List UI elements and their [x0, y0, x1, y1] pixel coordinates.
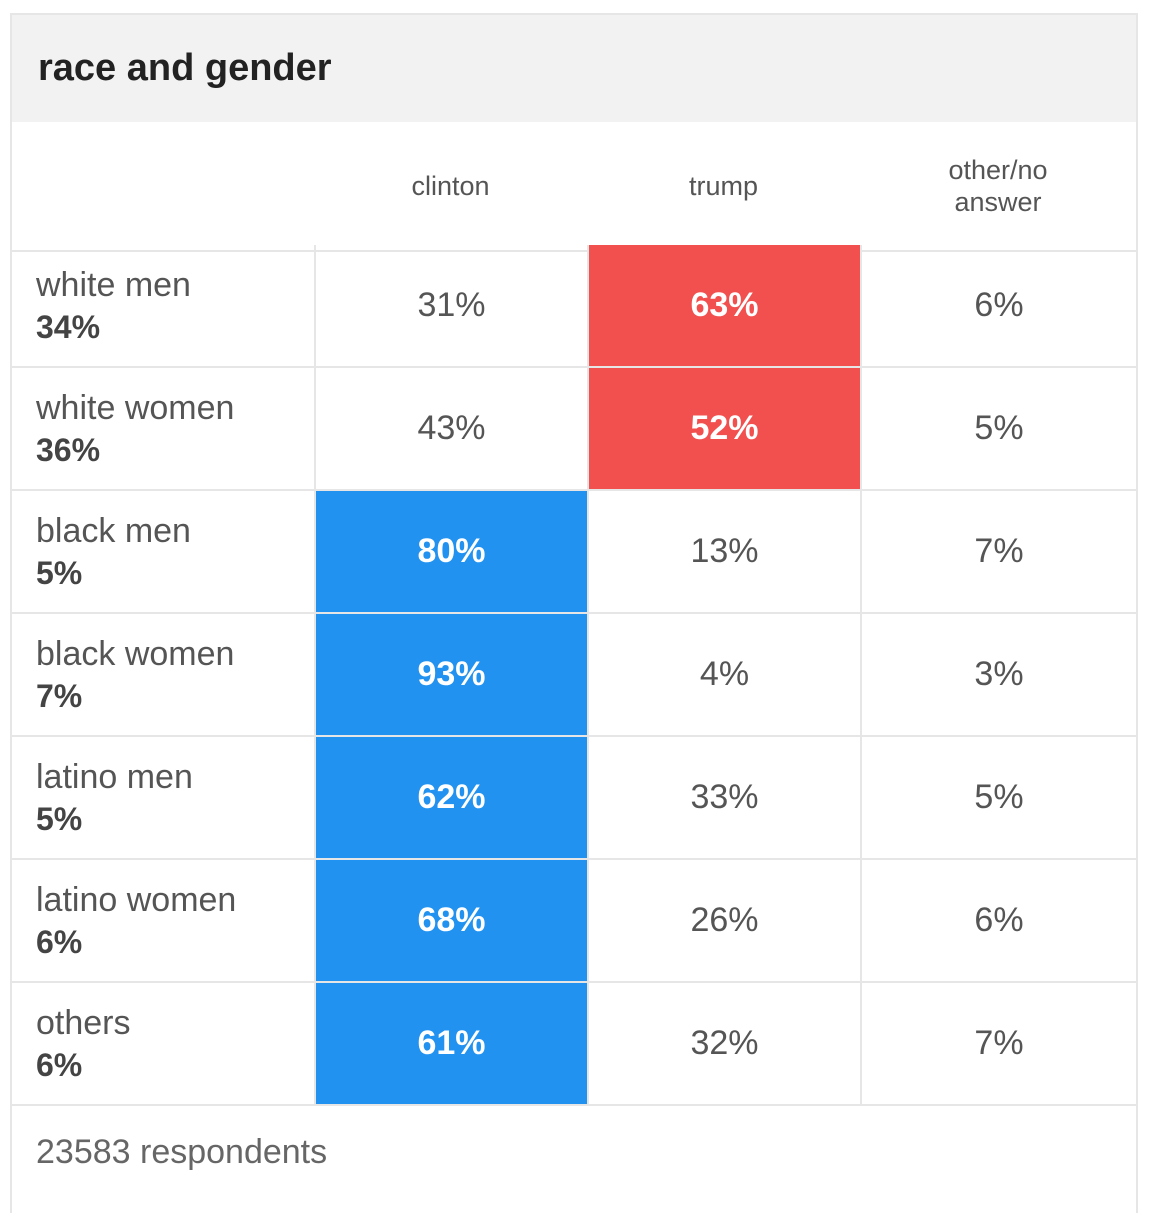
cell-other: 6%	[860, 860, 1136, 983]
row-label: black men 5%	[12, 491, 314, 614]
header-empty	[12, 122, 314, 252]
cell-other: 7%	[860, 491, 1136, 614]
group-name: others	[36, 1003, 131, 1042]
cell-other: 7%	[860, 983, 1136, 1106]
cell-trump: 33%	[587, 737, 860, 860]
row-label: latino men 5%	[12, 737, 314, 860]
group-name: white men	[36, 265, 191, 304]
cell-clinton: 80%	[314, 491, 587, 614]
column-header-clinton: clinton	[314, 122, 587, 252]
group-name: latino men	[36, 757, 193, 796]
group-share: 6%	[36, 1046, 83, 1083]
cell-trump: 4%	[587, 614, 860, 737]
cell-trump: 32%	[587, 983, 860, 1106]
group-name: black men	[36, 511, 191, 550]
cell-trump: 13%	[587, 491, 860, 614]
cell-other: 3%	[860, 614, 1136, 737]
title-bar: race and gender	[12, 15, 1136, 122]
cell-clinton: 62%	[314, 737, 587, 860]
cell-trump: 63%	[587, 245, 860, 368]
cell-clinton: 68%	[314, 860, 587, 983]
cell-trump: 52%	[587, 368, 860, 491]
table-title: race and gender	[38, 47, 332, 89]
row-label: white women 36%	[12, 368, 314, 491]
group-name: black women	[36, 634, 235, 673]
cell-clinton: 93%	[314, 614, 587, 737]
cell-trump: 26%	[587, 860, 860, 983]
row-label: others 6%	[12, 983, 314, 1106]
group-name: white women	[36, 388, 235, 427]
cell-other: 5%	[860, 368, 1136, 491]
respondents-count: 23583 respondents	[36, 1132, 328, 1171]
group-share: 6%	[36, 923, 83, 960]
cell-clinton: 61%	[314, 983, 587, 1106]
cell-other: 6%	[860, 245, 1136, 368]
results-table: clinton trump other/no answer white men 3…	[12, 122, 1136, 1106]
row-label: black women 7%	[12, 614, 314, 737]
row-label: latino women 6%	[12, 860, 314, 983]
column-header-other: other/no answer	[860, 122, 1136, 252]
cell-clinton: 43%	[314, 368, 587, 491]
row-label: white men 34%	[12, 245, 314, 368]
group-share: 7%	[36, 677, 83, 714]
group-name: latino women	[36, 880, 237, 919]
column-header-trump: trump	[587, 122, 860, 252]
group-share: 34%	[36, 308, 101, 345]
cell-other: 5%	[860, 737, 1136, 860]
exit-poll-card: race and gender clinton trump other/no a…	[10, 13, 1138, 1213]
cell-clinton: 31%	[314, 245, 587, 368]
group-share: 36%	[36, 431, 101, 468]
group-share: 5%	[36, 554, 83, 591]
group-share: 5%	[36, 800, 83, 837]
